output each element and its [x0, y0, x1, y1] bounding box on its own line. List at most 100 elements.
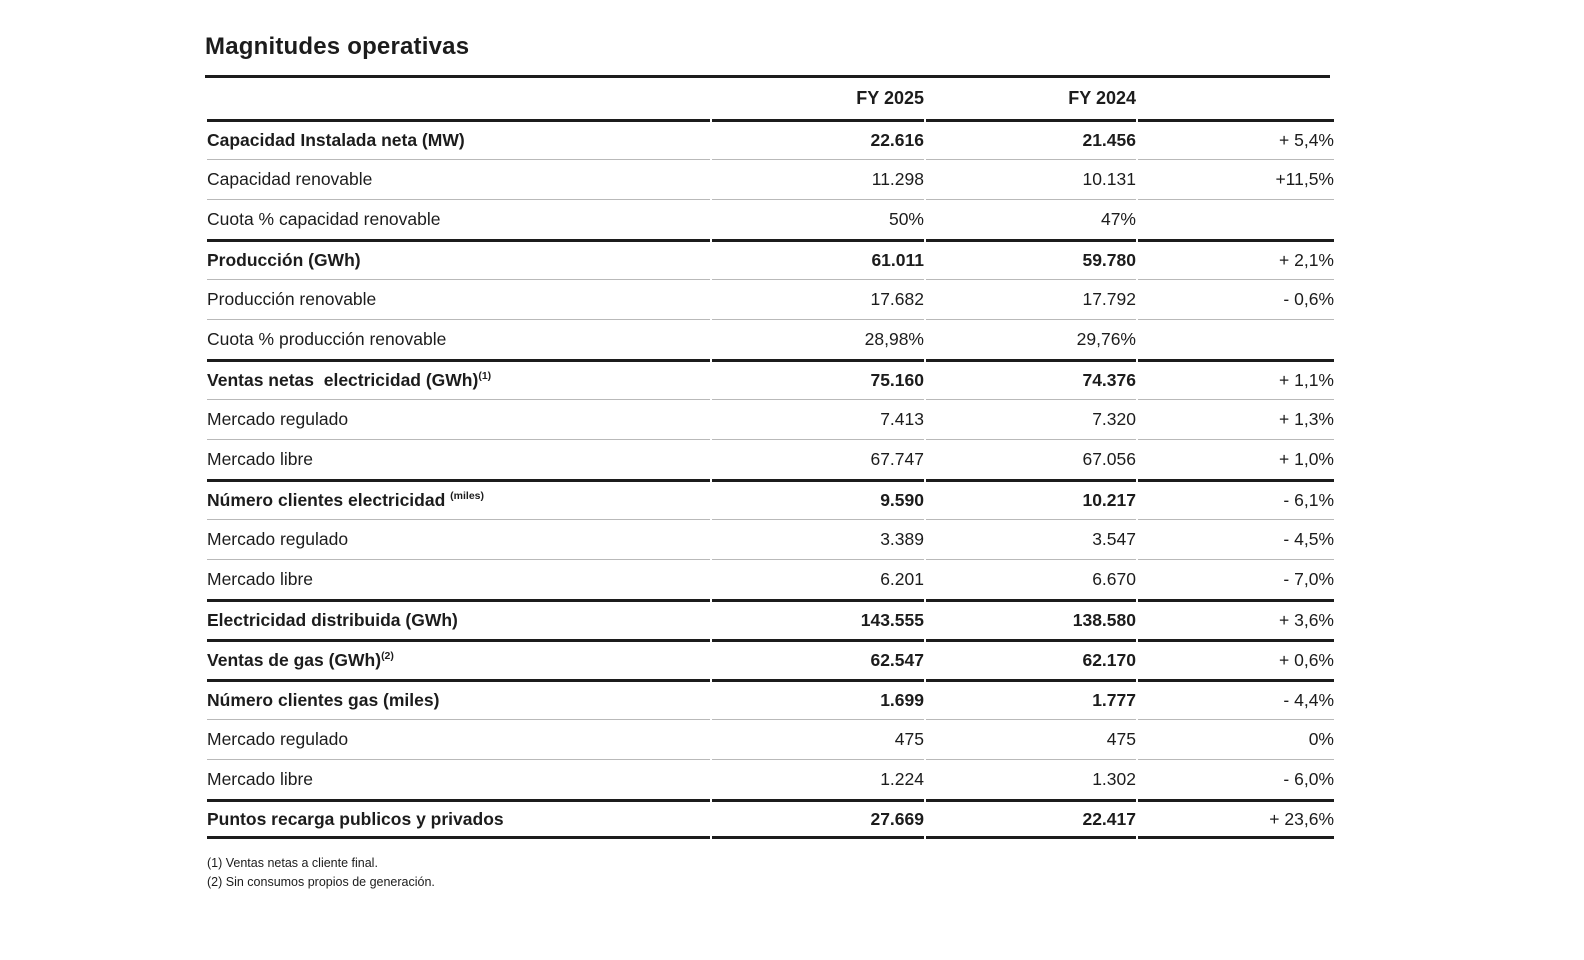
table-row: Electricidad distribuida (GWh) 143.555 138…	[207, 599, 1334, 639]
fy2025-value: 28,98%	[712, 319, 924, 359]
report-page: Magnitudes operativas FY 2025 FY 2024 Ca…	[205, 32, 1334, 892]
fy2025-value: 62.547	[712, 639, 924, 679]
table-row: Puntos recarga publicos y privados 27.669…	[207, 799, 1334, 839]
row-label: Mercado libre	[207, 559, 710, 599]
fy2025-value: 475	[712, 719, 924, 759]
table-row: Capacidad renovable 11.298 10.131 +11,5%	[207, 159, 1334, 199]
row-label: Cuota % capacidad renovable	[207, 199, 710, 239]
row-label: Capacidad Instalada neta (MW)	[207, 119, 710, 159]
fy2025-value: 143.555	[712, 599, 924, 639]
fy2024-value: 475	[926, 719, 1136, 759]
fy2024-value: 3.547	[926, 519, 1136, 559]
change-value: + 2,1%	[1138, 239, 1334, 279]
table-row: Cuota % producción renovable 28,98% 29,76%	[207, 319, 1334, 359]
header-empty-cell	[207, 78, 710, 119]
fy2025-value: 7.413	[712, 399, 924, 439]
fy2024-value: 10.217	[926, 479, 1136, 519]
fy2025-value: 75.160	[712, 359, 924, 399]
change-value: + 1,1%	[1138, 359, 1334, 399]
fy2024-value: 7.320	[926, 399, 1136, 439]
table-row: Mercado regulado 3.389 3.547- 4,5%	[207, 519, 1334, 559]
change-value: + 1,3%	[1138, 399, 1334, 439]
change-value: - 6,1%	[1138, 479, 1334, 519]
fy2025-value: 27.669	[712, 799, 924, 839]
change-value: - 0,6%	[1138, 279, 1334, 319]
table-row: Mercado regulado 7.413 7.320 + 1,3%	[207, 399, 1334, 439]
change-value: 0%	[1138, 719, 1334, 759]
table-row: Mercado libre 67.747 67.056 + 1,0%	[207, 439, 1334, 479]
table-header-row: FY 2025 FY 2024	[207, 78, 1334, 119]
row-label: Mercado regulado	[207, 399, 710, 439]
header-change-empty	[1138, 78, 1334, 119]
fy2024-value: 74.376	[926, 359, 1136, 399]
change-value: + 3,6%	[1138, 599, 1334, 639]
row-label: Ventas netas electricidad (GWh)(1)	[207, 359, 710, 399]
change-value: - 6,0%	[1138, 759, 1334, 799]
fy2024-value: 47%	[926, 199, 1136, 239]
fy2024-value: 22.417	[926, 799, 1136, 839]
header-fy2024: FY 2024	[1068, 88, 1136, 108]
table-row: Producción renovable 17.682 17.792- 0,6%	[207, 279, 1334, 319]
table-row: Ventas netas electricidad (GWh)(1) 75.160…	[207, 359, 1334, 399]
change-value: + 23,6%	[1138, 799, 1334, 839]
footnote-1: (1) Ventas netas a cliente final.	[207, 856, 378, 870]
fy2025-value: 50%	[712, 199, 924, 239]
change-value: + 0,6%	[1138, 639, 1334, 679]
row-label: Número clientes gas (miles)	[207, 679, 710, 719]
change-value: - 4,5%	[1138, 519, 1334, 559]
table-row: Mercado libre 1.224 1.302- 6,0%	[207, 759, 1334, 799]
table-row: Mercado regulado 475 475 0%	[207, 719, 1334, 759]
footnotes: (1) Ventas netas a cliente final. (2) Si…	[205, 854, 1330, 892]
operating-metrics-table: FY 2025 FY 2024 Capacidad Instalada neta…	[205, 78, 1336, 839]
page-title: Magnitudes operativas	[205, 33, 470, 60]
row-label: Ventas de gas (GWh)(2)	[207, 639, 710, 679]
change-value: - 7,0%	[1138, 559, 1334, 599]
row-label: Capacidad renovable	[207, 159, 710, 199]
fy2024-value: 59.780	[926, 239, 1136, 279]
fy2024-value: 6.670	[926, 559, 1136, 599]
row-label: Mercado regulado	[207, 719, 710, 759]
fy2025-value: 17.682	[712, 279, 924, 319]
row-label-superscript: (miles)	[450, 490, 484, 503]
row-label-superscript: (1)	[478, 370, 492, 383]
row-label: Producción renovable	[207, 279, 710, 319]
table-row: Producción (GWh) 61.011 59.780 + 2,1%	[207, 239, 1334, 279]
fy2024-value: 10.131	[926, 159, 1136, 199]
table-row: Número clientes gas (miles) 1.699 1.777- 4…	[207, 679, 1334, 719]
fy2024-value: 17.792	[926, 279, 1136, 319]
change-value	[1138, 319, 1334, 359]
fy2025-value: 1.699	[712, 679, 924, 719]
fy2024-value: 138.580	[926, 599, 1136, 639]
fy2025-value: 11.298	[712, 159, 924, 199]
row-label: Mercado regulado	[207, 519, 710, 559]
title-rule	[205, 75, 1330, 78]
fy2025-value: 9.590	[712, 479, 924, 519]
fy2024-value: 1.777	[926, 679, 1136, 719]
fy2024-value: 29,76%	[926, 319, 1136, 359]
fy2024-value: 67.056	[926, 439, 1136, 479]
table-row: Cuota % capacidad renovable 50% 47%	[207, 199, 1334, 239]
row-label-superscript: (2)	[381, 650, 394, 663]
table-row: Número clientes electricidad (miles) 9.59…	[207, 479, 1334, 519]
row-label: Número clientes electricidad (miles)	[207, 479, 710, 519]
row-label: Mercado libre	[207, 759, 710, 799]
table-body: Capacidad Instalada neta (MW) 22.616 21.45…	[207, 119, 1334, 839]
row-label: Puntos recarga publicos y privados	[207, 799, 710, 839]
fy2025-value: 6.201	[712, 559, 924, 599]
footnote-2: (2) Sin consumos propios de generación.	[207, 875, 435, 889]
row-label: Cuota % producción renovable	[207, 319, 710, 359]
fy2025-value: 1.224	[712, 759, 924, 799]
change-value: +11,5%	[1138, 159, 1334, 199]
header-fy2025: FY 2025	[856, 88, 924, 108]
fy2024-value: 62.170	[926, 639, 1136, 679]
change-value	[1138, 199, 1334, 239]
fy2024-value: 1.302	[926, 759, 1136, 799]
fy2025-value: 3.389	[712, 519, 924, 559]
fy2025-value: 22.616	[712, 119, 924, 159]
table-row: Ventas de gas (GWh)(2) 62.547 62.170 + 0,6%	[207, 639, 1334, 679]
change-value: + 1,0%	[1138, 439, 1334, 479]
fy2025-value: 67.747	[712, 439, 924, 479]
table-row: Capacidad Instalada neta (MW) 22.616 21.45…	[207, 119, 1334, 159]
table-row: Mercado libre 6.201 6.670- 7,0%	[207, 559, 1334, 599]
fy2025-value: 61.011	[712, 239, 924, 279]
